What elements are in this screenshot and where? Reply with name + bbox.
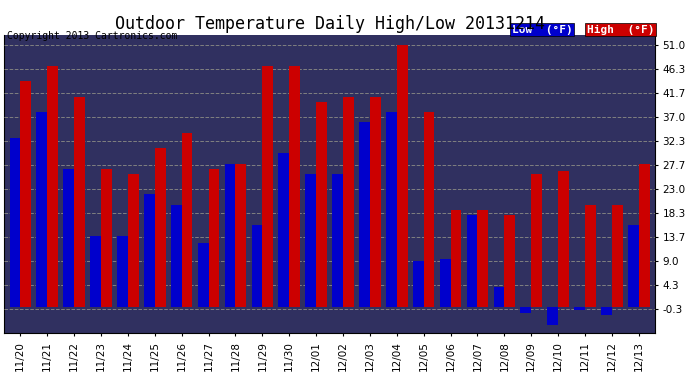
- Bar: [101, 169, 112, 308]
- Bar: [235, 164, 246, 308]
- Bar: [440, 259, 451, 308]
- Bar: [225, 164, 235, 308]
- Bar: [198, 243, 208, 308]
- Bar: [10, 138, 20, 308]
- Bar: [628, 225, 639, 308]
- Bar: [574, 308, 585, 310]
- Bar: [370, 97, 381, 308]
- Bar: [477, 210, 489, 308]
- Bar: [504, 215, 515, 308]
- Bar: [451, 210, 462, 308]
- Bar: [20, 81, 31, 308]
- Bar: [612, 205, 622, 308]
- Bar: [639, 164, 649, 308]
- Bar: [63, 169, 74, 308]
- Text: High  (°F): High (°F): [586, 24, 654, 34]
- Text: Low  (°F): Low (°F): [512, 24, 573, 34]
- Bar: [279, 153, 289, 308]
- Bar: [359, 122, 370, 308]
- Title: Outdoor Temperature Daily High/Low 20131214: Outdoor Temperature Daily High/Low 20131…: [115, 15, 544, 33]
- Bar: [37, 112, 47, 308]
- Bar: [155, 148, 166, 308]
- Bar: [333, 174, 343, 308]
- Bar: [424, 112, 435, 308]
- Bar: [386, 112, 397, 308]
- Bar: [343, 97, 354, 308]
- Bar: [289, 66, 300, 308]
- Bar: [74, 97, 85, 308]
- Bar: [531, 174, 542, 308]
- Bar: [208, 169, 219, 308]
- Bar: [144, 194, 155, 308]
- Bar: [90, 236, 101, 308]
- Bar: [466, 215, 477, 308]
- Bar: [547, 308, 558, 326]
- Bar: [117, 236, 128, 308]
- Bar: [252, 225, 262, 308]
- Bar: [520, 308, 531, 313]
- Bar: [585, 205, 595, 308]
- Bar: [47, 66, 58, 308]
- Text: Copyright 2013 Cartronics.com: Copyright 2013 Cartronics.com: [7, 32, 177, 41]
- Bar: [128, 174, 139, 308]
- Bar: [181, 133, 193, 308]
- Bar: [397, 45, 408, 308]
- Bar: [316, 102, 327, 308]
- Bar: [493, 287, 504, 308]
- Bar: [171, 205, 181, 308]
- Bar: [306, 174, 316, 308]
- Bar: [413, 261, 424, 308]
- Bar: [601, 308, 612, 315]
- Bar: [558, 171, 569, 308]
- Bar: [262, 66, 273, 308]
